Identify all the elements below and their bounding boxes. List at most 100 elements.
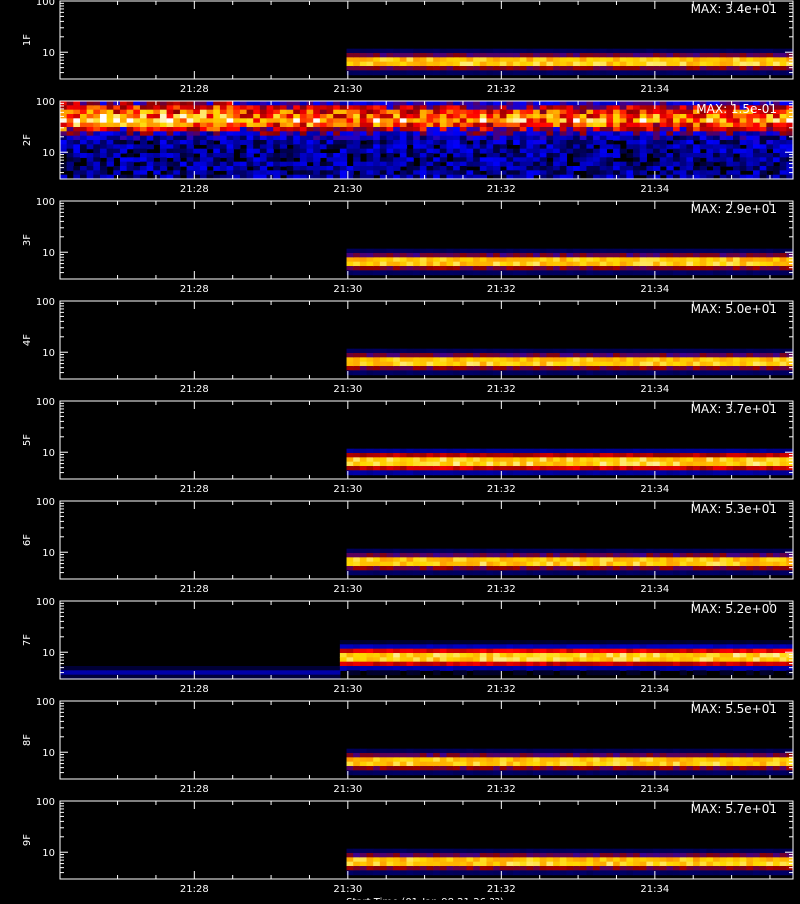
- heatmap-cell: [700, 666, 707, 671]
- heatmap-cell: [533, 570, 540, 575]
- heatmap-cell: [606, 162, 613, 167]
- heatmap-cell: [640, 266, 647, 271]
- heatmap-cell: [440, 170, 447, 175]
- heatmap-cell: [646, 449, 653, 454]
- heatmap-cell: [480, 570, 487, 575]
- heatmap-cell: [726, 644, 733, 649]
- heatmap-cell: [327, 118, 334, 123]
- heatmap-cell: [633, 131, 640, 136]
- heatmap-cell: [353, 149, 360, 154]
- heatmap-cell: [646, 53, 653, 58]
- heatmap-cell: [726, 553, 733, 558]
- heatmap-cell: [686, 649, 693, 654]
- heatmap-cell: [213, 127, 220, 132]
- heatmap-cell: [373, 105, 380, 110]
- heatmap-cell: [260, 170, 267, 175]
- heatmap-cell: [300, 666, 307, 671]
- heatmap-cell: [100, 149, 107, 154]
- heatmap-cell: [573, 114, 580, 119]
- heatmap-cell: [513, 114, 520, 119]
- heatmap-cell: [580, 262, 587, 267]
- heatmap-cell: [733, 653, 740, 658]
- heatmap-cell: [526, 262, 533, 267]
- heatmap-cell: [353, 662, 360, 667]
- heatmap-cell: [380, 162, 387, 167]
- heatmap-cell: [620, 118, 627, 123]
- heatmap-cell: [726, 153, 733, 158]
- heatmap-cell: [640, 57, 647, 62]
- heatmap-cell: [427, 666, 434, 671]
- heatmap-cell: [173, 131, 180, 136]
- heatmap-cell: [187, 114, 194, 119]
- heatmap-cell: [593, 649, 600, 654]
- heatmap-cell: [453, 462, 460, 467]
- heatmap-cell: [293, 140, 300, 145]
- heatmap-cell: [513, 457, 520, 462]
- heatmap-cell: [626, 644, 633, 649]
- heatmap-cell: [720, 449, 727, 454]
- heatmap-cell: [593, 110, 600, 115]
- heatmap-cell: [500, 53, 507, 58]
- heatmap-cell: [413, 170, 420, 175]
- heatmap-cell: [573, 66, 580, 71]
- heatmap-cell: [200, 149, 207, 154]
- heatmap-cell: [413, 101, 420, 106]
- heatmap-cell: [413, 466, 420, 471]
- heatmap-cell: [207, 131, 214, 136]
- heatmap-cell: [773, 136, 780, 141]
- heatmap-cell: [580, 149, 587, 154]
- heatmap-cell: [353, 549, 360, 554]
- heatmap-cell: [726, 57, 733, 62]
- heatmap-cell: [400, 144, 407, 149]
- heatmap-cell: [640, 666, 647, 671]
- heatmap-cell: [740, 462, 747, 467]
- heatmap-cell: [773, 157, 780, 162]
- heatmap-cell: [247, 157, 254, 162]
- heatmap-cell: [280, 105, 287, 110]
- heatmap-cell: [680, 123, 687, 128]
- heatmap-cell: [400, 53, 407, 58]
- heatmap-cell: [673, 140, 680, 145]
- heatmap-cell: [586, 570, 593, 575]
- heatmap-cell: [560, 370, 567, 375]
- heatmap-cell: [227, 166, 234, 171]
- heatmap-cell: [546, 149, 553, 154]
- heatmap-cell: [307, 127, 314, 132]
- heatmap-cell: [280, 127, 287, 132]
- heatmap-cell: [733, 266, 740, 271]
- heatmap-cell: [380, 140, 387, 145]
- heatmap-cell: [600, 249, 607, 254]
- heatmap-cell: [380, 266, 387, 271]
- y-tick-label: 100: [36, 0, 55, 8]
- heatmap-cell: [420, 144, 427, 149]
- heatmap-cell: [620, 101, 627, 106]
- heatmap-cell: [613, 640, 620, 645]
- heatmap-cell: [167, 131, 174, 136]
- heatmap-cell: [720, 349, 727, 354]
- heatmap-cell: [586, 353, 593, 358]
- heatmap-cell: [433, 449, 440, 454]
- heatmap-cell: [700, 653, 707, 658]
- heatmap-cell: [407, 640, 414, 645]
- heatmap-cell: [87, 670, 94, 675]
- heatmap-cell: [433, 166, 440, 171]
- heatmap-cell: [713, 157, 720, 162]
- heatmap-cell: [546, 249, 553, 254]
- heatmap-cell: [453, 657, 460, 662]
- heatmap-cell: [740, 253, 747, 258]
- heatmap-cell: [706, 157, 713, 162]
- heatmap-cell: [513, 249, 520, 254]
- heatmap-cell: [340, 118, 347, 123]
- heatmap-cell: [633, 453, 640, 458]
- heatmap-cell: [180, 666, 187, 671]
- heatmap-cell: [480, 649, 487, 654]
- heatmap-cell: [706, 662, 713, 667]
- heatmap-cell: [760, 149, 767, 154]
- heatmap-cell: [313, 666, 320, 671]
- heatmap-cell: [446, 453, 453, 458]
- heatmap-cell: [593, 162, 600, 167]
- heatmap-cell: [200, 131, 207, 136]
- heatmap-cell: [506, 123, 513, 128]
- heatmap-cell: [453, 357, 460, 362]
- heatmap-cell: [500, 462, 507, 467]
